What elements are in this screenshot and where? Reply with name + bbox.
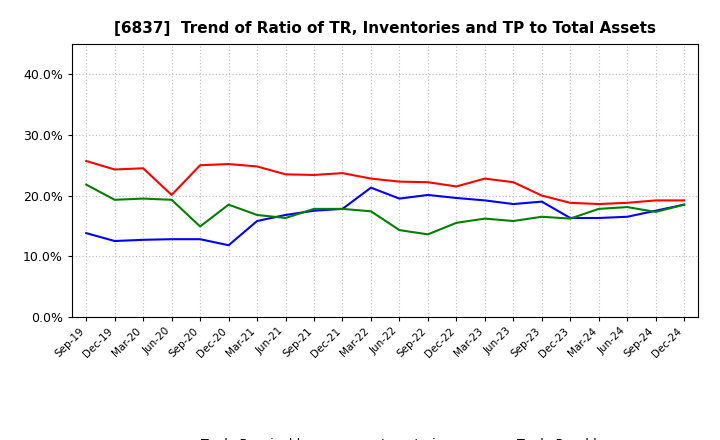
Inventories: [566, 215, 575, 220]
Trade Payables: [509, 218, 518, 224]
Inventories: [366, 185, 375, 191]
Trade Receivables: [652, 198, 660, 203]
Trade Receivables: [110, 167, 119, 172]
Trade Payables: [282, 215, 290, 220]
Inventories: [253, 218, 261, 224]
Trade Receivables: [537, 193, 546, 198]
Inventories: [139, 237, 148, 242]
Trade Payables: [680, 202, 688, 207]
Trade Payables: [395, 227, 404, 233]
Trade Payables: [225, 202, 233, 207]
Trade Receivables: [253, 164, 261, 169]
Trade Receivables: [480, 176, 489, 181]
Line: Trade Receivables: Trade Receivables: [86, 161, 684, 204]
Trade Receivables: [366, 176, 375, 181]
Inventories: [509, 202, 518, 207]
Trade Payables: [652, 209, 660, 215]
Inventories: [480, 198, 489, 203]
Trade Payables: [480, 216, 489, 221]
Trade Payables: [566, 216, 575, 221]
Trade Receivables: [310, 172, 318, 178]
Trade Receivables: [139, 165, 148, 171]
Inventories: [310, 208, 318, 213]
Inventories: [680, 202, 688, 207]
Inventories: [282, 213, 290, 218]
Inventories: [167, 237, 176, 242]
Trade Receivables: [566, 200, 575, 205]
Inventories: [395, 196, 404, 201]
Inventories: [623, 214, 631, 220]
Trade Payables: [196, 224, 204, 229]
Trade Payables: [110, 197, 119, 202]
Legend: Trade Receivables, Inventories, Trade Payables: Trade Receivables, Inventories, Trade Pa…: [160, 438, 611, 440]
Inventories: [338, 206, 347, 212]
Inventories: [110, 238, 119, 244]
Trade Receivables: [225, 161, 233, 167]
Trade Payables: [167, 197, 176, 202]
Inventories: [225, 242, 233, 248]
Trade Receivables: [509, 180, 518, 185]
Inventories: [196, 237, 204, 242]
Title: [6837]  Trend of Ratio of TR, Inventories and TP to Total Assets: [6837] Trend of Ratio of TR, Inventories…: [114, 21, 656, 36]
Trade Receivables: [623, 200, 631, 205]
Trade Receivables: [338, 170, 347, 176]
Inventories: [452, 195, 461, 201]
Line: Trade Payables: Trade Payables: [86, 185, 684, 235]
Trade Payables: [537, 214, 546, 220]
Trade Payables: [623, 205, 631, 210]
Trade Payables: [338, 206, 347, 212]
Trade Receivables: [82, 158, 91, 164]
Trade Payables: [139, 196, 148, 201]
Trade Receivables: [680, 198, 688, 203]
Trade Payables: [82, 182, 91, 187]
Trade Receivables: [595, 202, 603, 207]
Trade Receivables: [452, 184, 461, 189]
Inventories: [423, 192, 432, 198]
Trade Payables: [253, 213, 261, 218]
Trade Payables: [366, 209, 375, 214]
Trade Receivables: [282, 172, 290, 177]
Inventories: [537, 199, 546, 204]
Trade Receivables: [167, 192, 176, 198]
Trade Payables: [310, 206, 318, 212]
Trade Receivables: [395, 179, 404, 184]
Inventories: [595, 215, 603, 220]
Trade Payables: [423, 232, 432, 237]
Inventories: [82, 231, 91, 236]
Inventories: [652, 208, 660, 213]
Trade Receivables: [196, 163, 204, 168]
Trade Receivables: [423, 180, 432, 185]
Trade Payables: [595, 206, 603, 212]
Line: Inventories: Inventories: [86, 188, 684, 245]
Trade Payables: [452, 220, 461, 225]
